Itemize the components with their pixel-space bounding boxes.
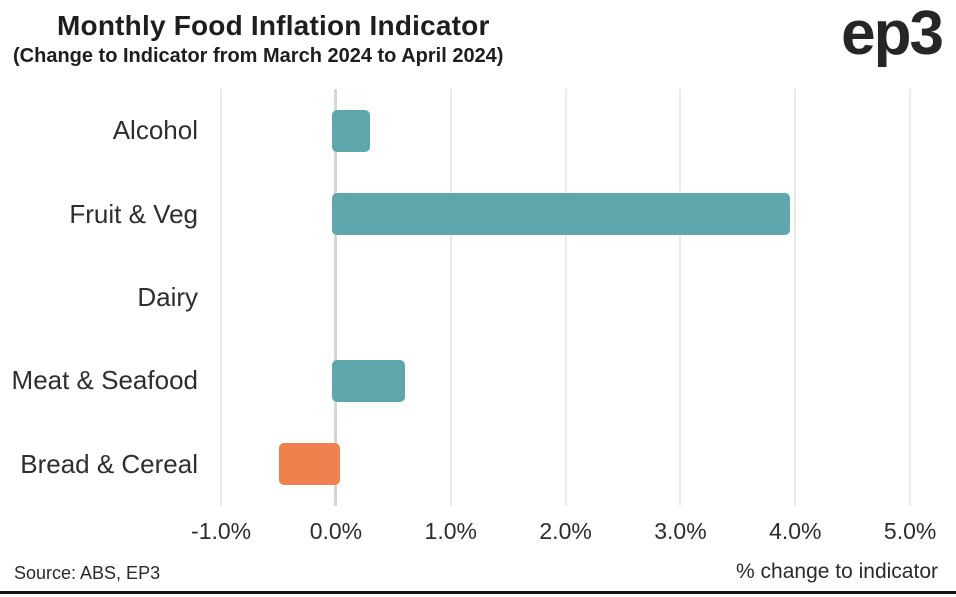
x-tick-label: 0.0% xyxy=(309,518,363,544)
zero-gridline xyxy=(334,89,338,506)
x-axis-label: % change to indicator xyxy=(736,560,938,583)
x-tick-label: -1.0% xyxy=(191,518,252,544)
x-tick-label: 5.0% xyxy=(883,518,937,544)
footer-rule xyxy=(0,591,956,594)
chart-subtitle: (Change to Indicator from March 2024 to … xyxy=(13,45,504,67)
bar-bread-and-cereal xyxy=(278,443,340,486)
x-tick-label: 4.0% xyxy=(769,518,822,544)
chart-title: Monthly Food Inflation Indicator xyxy=(57,10,490,41)
category-label: Bread & Cereal xyxy=(20,448,198,479)
x-tick-label: 2.0% xyxy=(539,518,592,544)
gridline xyxy=(794,89,797,506)
gridline xyxy=(564,89,567,506)
bar-meat-and-seafood xyxy=(331,359,405,402)
x-axis-ticks: -1.0% 0.0% 1.0% 2.0% 3.0% 4.0% 5.0% xyxy=(0,518,956,550)
gridline xyxy=(220,89,223,506)
gridline xyxy=(909,89,912,506)
category-label: Fruit & Veg xyxy=(69,198,198,229)
category-label: Dairy xyxy=(137,281,198,312)
x-tick-label: 1.0% xyxy=(424,518,477,544)
gridline xyxy=(679,89,682,506)
ep3-logo: ep3 xyxy=(841,0,944,68)
bar-alcohol xyxy=(331,109,371,152)
plot-area xyxy=(205,89,940,506)
source-note: Source: ABS, EP3 xyxy=(14,563,161,583)
gridline xyxy=(449,89,452,506)
category-label: Meat & Seafood xyxy=(11,365,198,396)
x-tick-label: 3.0% xyxy=(654,518,707,544)
category-label: Alcohol xyxy=(112,115,198,146)
bar-fruit-and-veg xyxy=(331,193,790,236)
category-axis: Alcohol Fruit & Veg Dairy Meat & Seafood Bre… xyxy=(0,89,198,506)
